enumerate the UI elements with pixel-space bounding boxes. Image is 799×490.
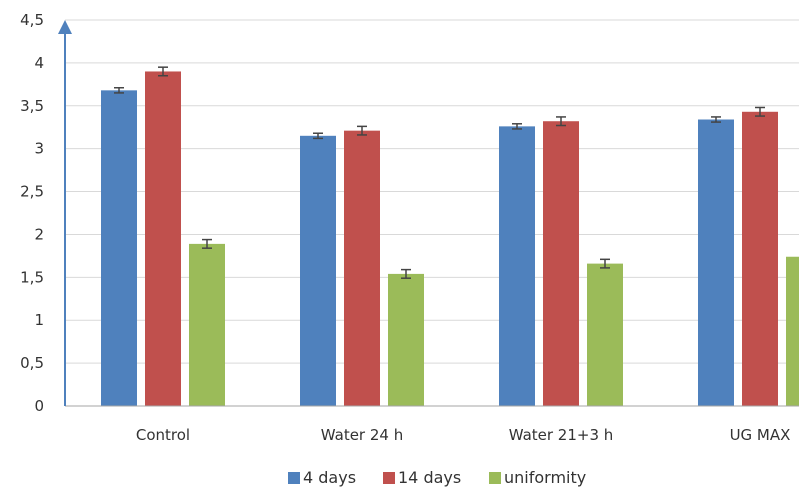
axes (58, 20, 799, 407)
x-category-label: Water 24 h (321, 426, 403, 444)
y-tick-label: 4,5 (20, 11, 44, 29)
bar (300, 135, 336, 407)
y-tick-label: 4 (34, 54, 44, 72)
y-tick-label: 1,5 (20, 268, 44, 286)
legend-swatch (288, 472, 300, 484)
y-tick-label: 1 (34, 311, 44, 329)
x-category-label: Water 21+3 h (509, 426, 614, 444)
bar (587, 263, 623, 406)
bar (499, 126, 535, 406)
bar (101, 90, 137, 407)
bar (344, 130, 380, 407)
bar (145, 71, 181, 406)
bars (101, 66, 799, 407)
legend-label: 14 days (398, 468, 461, 487)
y-tick-label: 0,5 (20, 354, 44, 372)
x-category-label: UG MAX (730, 426, 791, 444)
x-axis-categories: Control Water 24 h Water 21+3 h UG MAX (136, 426, 791, 444)
legend-swatch (383, 472, 395, 484)
y-tick-label: 2 (34, 225, 44, 243)
y-tick-label: 3 (34, 140, 44, 158)
legend: 4 days 14 days uniformity (288, 468, 586, 487)
y-axis-arrow (58, 20, 72, 34)
legend-swatch (489, 472, 501, 484)
bar (543, 121, 579, 407)
bar (698, 119, 734, 406)
gridlines (65, 19, 799, 364)
y-axis-ticks: 0 0,5 1 1,5 2 2,5 3 3,5 4 4,5 (20, 11, 44, 415)
y-tick-label: 3,5 (20, 97, 44, 115)
x-category-label: Control (136, 426, 190, 444)
bar (189, 243, 225, 406)
legend-label: uniformity (504, 468, 586, 487)
legend-label: 4 days (303, 468, 356, 487)
bar (742, 111, 778, 406)
bar (388, 273, 424, 406)
y-tick-label: 0 (34, 397, 44, 415)
y-tick-label: 2,5 (20, 183, 44, 201)
bar (786, 256, 799, 406)
